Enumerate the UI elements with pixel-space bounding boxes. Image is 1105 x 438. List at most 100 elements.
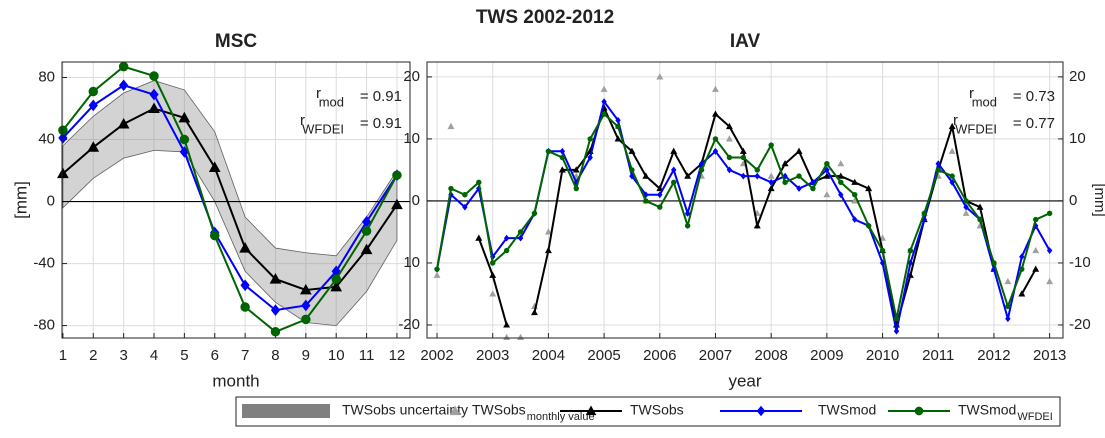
data-point <box>330 280 343 292</box>
data-point <box>587 136 593 142</box>
data-point <box>462 192 468 198</box>
data-point <box>824 161 830 167</box>
data-point <box>448 185 454 192</box>
data-point <box>837 160 845 167</box>
data-point <box>991 260 997 266</box>
data-point <box>823 172 831 179</box>
data-point <box>1033 216 1039 223</box>
plot-frame <box>61 61 411 339</box>
y2-tick-label: -20 <box>1069 316 1091 333</box>
data-point <box>503 247 510 254</box>
data-point <box>810 178 816 186</box>
data-point <box>489 271 497 278</box>
data-point <box>838 191 844 199</box>
data-point <box>503 321 511 328</box>
plot-area <box>427 62 1063 338</box>
data-point <box>684 223 691 229</box>
data-point <box>851 197 859 204</box>
x-tick-label: 6 <box>211 347 219 364</box>
y-tick-label: 10 <box>403 254 420 271</box>
data-point <box>795 147 803 154</box>
legend-marker <box>914 406 924 416</box>
data-point <box>782 179 788 186</box>
data-point <box>643 198 649 204</box>
data-point <box>671 179 677 186</box>
data-point <box>740 172 747 180</box>
data-point <box>768 142 774 148</box>
data-point <box>879 234 887 241</box>
data-point <box>392 170 402 180</box>
data-point <box>824 166 830 174</box>
data-point <box>657 191 663 199</box>
data-point <box>657 204 663 210</box>
data-point <box>1019 266 1025 272</box>
x-tick-label: 2002 <box>420 347 453 364</box>
plot-frame <box>426 61 1064 339</box>
data-point <box>301 314 311 325</box>
annotation-subscript: WFDEI <box>302 121 344 136</box>
data-point <box>615 116 621 124</box>
data-point <box>656 184 664 192</box>
data-point <box>893 316 900 322</box>
data-point <box>490 260 496 266</box>
x-tick-label: 7 <box>241 347 249 364</box>
data-point <box>240 302 250 312</box>
annotation-value: = 0.91 <box>360 88 402 105</box>
data-point <box>614 135 622 142</box>
annotation-value: = 0.77 <box>1013 115 1055 132</box>
legend-subscript: WFDEI <box>1017 411 1052 423</box>
x-axis-label: year <box>728 371 761 390</box>
legend-label: TWSmod <box>958 402 1016 418</box>
x-tick-label: 9 <box>302 347 310 364</box>
series-line <box>62 65 398 333</box>
x-tick-label: 2010 <box>866 347 899 364</box>
data-point <box>148 102 160 114</box>
data-point <box>684 209 691 217</box>
data-point <box>963 198 969 204</box>
data-point <box>434 266 440 272</box>
data-point <box>1046 210 1053 217</box>
data-point <box>976 203 984 210</box>
y-tick-label: 0 <box>412 192 420 209</box>
data-point <box>796 185 802 192</box>
x-tick-label: 10 <box>328 347 345 364</box>
data-point <box>906 271 914 278</box>
data-point <box>698 167 705 173</box>
data-point <box>921 210 928 217</box>
data-point <box>360 243 373 255</box>
x-tick-label: 2 <box>89 347 97 364</box>
data-point <box>117 117 130 129</box>
data-point <box>656 73 664 80</box>
y-tick-label: 40 <box>38 130 55 147</box>
data-point <box>726 166 733 174</box>
annotation-subscript: mod <box>972 94 997 109</box>
data-point <box>601 98 607 106</box>
data-point <box>462 203 468 211</box>
data-point <box>119 79 129 92</box>
data-point <box>754 167 760 173</box>
data-point <box>57 167 69 179</box>
x-tick-label: 2013 <box>1033 347 1066 364</box>
data-point <box>475 234 483 241</box>
data-point <box>948 147 956 154</box>
data-point <box>269 273 282 284</box>
legend-subscript: monthly value <box>527 411 595 423</box>
data-point <box>643 191 649 199</box>
legend-label: TWSobs <box>472 402 526 418</box>
data-point <box>149 71 159 81</box>
annotation-symbol: r <box>300 112 305 129</box>
x-tick-label: 5 <box>180 347 188 364</box>
data-point <box>642 172 650 179</box>
x-tick-label: 2007 <box>699 347 732 364</box>
data-point <box>879 247 886 254</box>
data-point <box>949 178 955 186</box>
uncertainty-band <box>62 80 398 327</box>
x-tick-label: 1 <box>59 347 67 364</box>
data-point <box>87 141 100 152</box>
data-point <box>670 147 678 154</box>
data-point <box>754 172 760 180</box>
legend-marker <box>449 405 461 416</box>
data-point <box>1004 277 1012 285</box>
data-point <box>1046 277 1054 285</box>
data-point <box>149 88 159 101</box>
